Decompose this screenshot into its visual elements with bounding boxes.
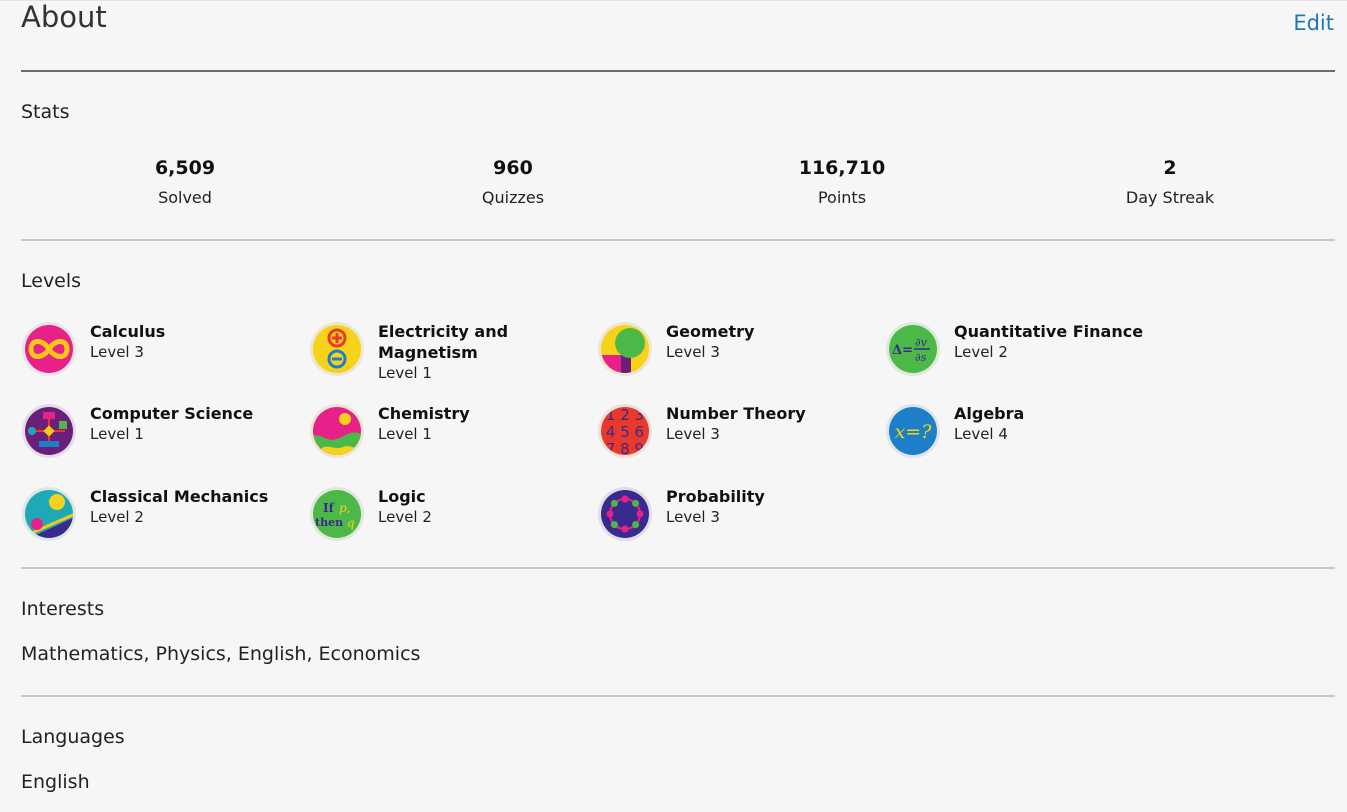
level-value: Level 1 xyxy=(378,364,432,382)
level-chemistry[interactable]: Chemistry Level 1 xyxy=(309,403,589,467)
svg-text:p,: p, xyxy=(339,501,351,515)
stat-label: Day Streak xyxy=(1125,188,1215,207)
stat-day-streak: 2 Day Streak xyxy=(1050,154,1290,210)
geometry-shapes-icon xyxy=(598,322,652,376)
level-name: Logic xyxy=(378,487,426,506)
level-value: Level 3 xyxy=(666,508,720,526)
interests-divider xyxy=(21,695,1335,697)
level-name: Calculus xyxy=(90,322,166,341)
page-title: About xyxy=(21,0,107,34)
ramp-ball-icon xyxy=(22,487,76,541)
svg-text:Δ=: Δ= xyxy=(892,343,913,358)
level-quantitative-finance[interactable]: Δ= ∂v ∂s Quantitative Finance Level 2 xyxy=(885,321,1165,385)
edit-button[interactable]: Edit xyxy=(1293,11,1334,35)
stat-label: Solved xyxy=(158,188,212,207)
header-divider xyxy=(21,70,1335,72)
interests-value: Mathematics, Physics, English, Economics xyxy=(21,643,421,665)
level-value: Level 1 xyxy=(378,425,432,443)
stat-value: 960 xyxy=(493,157,533,179)
chemistry-blob-icon xyxy=(310,404,364,458)
stat-label: Quizzes xyxy=(481,188,545,207)
svg-text:1 2 3: 1 2 3 xyxy=(606,406,644,424)
level-algebra[interactable]: x=? Algebra Level 4 xyxy=(885,403,1165,467)
level-value: Level 4 xyxy=(954,425,1008,443)
delta-partial-icon: Δ= ∂v ∂s xyxy=(886,322,940,376)
level-logic[interactable]: If p, then q Logic Level 2 xyxy=(309,486,589,550)
level-value: Level 3 xyxy=(666,425,720,443)
languages-section-title: Languages xyxy=(21,726,125,748)
level-name: Computer Science xyxy=(90,404,254,423)
svg-text:then: then xyxy=(315,516,343,529)
level-electricity-and-magnetism[interactable]: Electricity and Magnetism Level 1 xyxy=(309,321,589,385)
level-value: Level 3 xyxy=(90,343,144,361)
dots-circle-icon xyxy=(598,487,652,541)
level-calculus[interactable]: Calculus Level 3 xyxy=(21,321,301,385)
level-name: Number Theory xyxy=(666,404,806,423)
svg-text:q: q xyxy=(347,516,355,530)
svg-text:∂v: ∂v xyxy=(915,336,928,349)
level-value: Level 2 xyxy=(90,508,144,526)
stat-value: 116,710 xyxy=(798,157,886,179)
levels-section-title: Levels xyxy=(21,270,82,292)
languages-value: English xyxy=(21,771,90,793)
if-then-icon: If p, then q xyxy=(310,487,364,541)
level-number-theory[interactable]: 1 2 3 4 5 6 7 8 9 Number Theory Level 3 xyxy=(597,403,877,467)
infinity-icon xyxy=(22,322,76,376)
stats-section-title: Stats xyxy=(21,101,70,123)
level-value: Level 2 xyxy=(954,343,1008,361)
level-name: Electricity and Magnetism xyxy=(378,322,509,362)
flowchart-icon xyxy=(22,404,76,458)
numbers-icon: 1 2 3 4 5 6 7 8 9 xyxy=(598,404,652,458)
level-name: Chemistry xyxy=(378,404,470,423)
x-equals-icon: x=? xyxy=(886,404,940,458)
level-name: Quantitative Finance xyxy=(954,322,1144,341)
stat-points: 116,710 Points xyxy=(722,154,962,210)
level-name: Algebra xyxy=(954,404,1025,423)
level-value: Level 3 xyxy=(666,343,720,361)
level-probability[interactable]: Probability Level 3 xyxy=(597,486,877,550)
level-classical-mechanics[interactable]: Classical Mechanics Level 2 xyxy=(21,486,301,550)
stat-quizzes: 960 Quizzes xyxy=(393,154,633,210)
plus-minus-icon xyxy=(310,322,364,376)
level-value: Level 2 xyxy=(378,508,432,526)
level-name: Classical Mechanics xyxy=(90,487,269,506)
level-name: Probability xyxy=(666,487,765,506)
level-name: Geometry xyxy=(666,322,755,341)
level-value: Level 1 xyxy=(90,425,144,443)
svg-text:x=?: x=? xyxy=(895,421,933,443)
stat-value: 2 xyxy=(1163,157,1177,179)
stat-solved: 6,509 Solved xyxy=(65,154,305,210)
stats-divider xyxy=(21,239,1335,241)
svg-text:4 5 6: 4 5 6 xyxy=(606,423,644,441)
svg-text:7 8 9: 7 8 9 xyxy=(606,440,644,458)
level-computer-science[interactable]: Computer Science Level 1 xyxy=(21,403,301,467)
interests-section-title: Interests xyxy=(21,598,105,620)
stat-label: Points xyxy=(817,188,867,207)
levels-divider xyxy=(21,567,1335,569)
svg-text:∂s: ∂s xyxy=(915,351,927,364)
svg-text:If: If xyxy=(323,501,335,515)
stat-value: 6,509 xyxy=(154,157,216,179)
level-geometry[interactable]: Geometry Level 3 xyxy=(597,321,877,385)
